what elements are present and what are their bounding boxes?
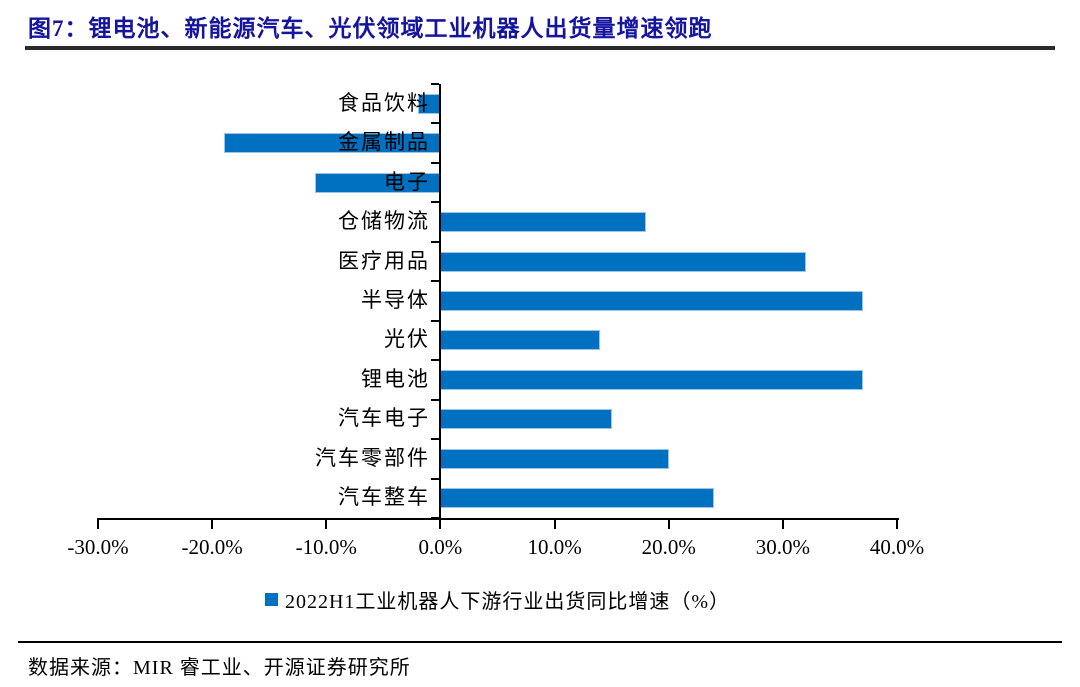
y-axis-line [439, 84, 442, 518]
category-label: 光伏 [384, 327, 430, 352]
y-axis-tick [431, 122, 440, 125]
x-axis-tick [553, 518, 556, 529]
x-axis-tick [97, 518, 99, 529]
bar-汽车电子 [440, 409, 612, 430]
x-tick-label: -20.0% [181, 535, 243, 559]
x-tick-label: -30.0% [67, 535, 129, 559]
y-axis-tick [431, 359, 440, 362]
y-axis-tick [431, 161, 440, 164]
x-tick-label: 10.0% [527, 535, 582, 559]
category-label: 汽车整车 [338, 485, 430, 510]
bar-半导体 [440, 291, 863, 311]
category-label: 金属制品 [338, 130, 430, 155]
y-axis-tick [431, 517, 440, 519]
x-axis-tick [211, 518, 214, 529]
x-tick-label: 30.0% [755, 535, 810, 559]
footer-divider [18, 641, 1062, 643]
bar-医疗用品 [440, 251, 806, 272]
bar-汽车零部件 [440, 448, 669, 469]
legend-swatch-icon [264, 593, 278, 606]
category-label: 锂电池 [361, 366, 430, 391]
x-axis-tick [667, 518, 670, 529]
x-axis-tick [325, 518, 328, 529]
category-label: 医疗用品 [338, 248, 430, 273]
x-axis-line [98, 518, 899, 520]
x-axis-tick [896, 518, 898, 529]
figure-title: 图7：锂电池、新能源汽车、光伏领域工业机器人出货量增速领跑 [28, 16, 713, 41]
category-label: 食品饮料 [338, 90, 430, 115]
y-axis-tick [431, 280, 440, 283]
category-label: 仓储物流 [338, 209, 430, 234]
x-axis-tick [439, 518, 442, 529]
legend-label: 2022H1工业机器人下游行业出货同比增速（%） [284, 591, 731, 613]
bar-光伏 [440, 330, 601, 351]
y-axis-tick [431, 201, 440, 204]
x-tick-label: -10.0% [295, 535, 357, 559]
category-label: 半导体 [361, 288, 430, 312]
y-axis-tick [431, 477, 440, 480]
title-divider [25, 46, 1055, 50]
y-axis-tick [431, 398, 440, 401]
y-axis-tick [431, 83, 440, 85]
y-axis-tick [431, 438, 440, 441]
chart-legend: 2022H1工业机器人下游行业出货同比增速（%） [98, 585, 897, 614]
bar-仓储物流 [440, 212, 646, 233]
source-note: 数据来源：MIR 睿工业、开源证券研究所 [28, 657, 411, 679]
x-axis-tick [781, 518, 784, 529]
x-tick-label: 40.0% [869, 535, 925, 559]
category-label: 电子 [384, 169, 430, 194]
category-label: 汽车零部件 [315, 445, 430, 470]
y-axis-tick [431, 240, 440, 243]
bar-锂电池 [440, 369, 863, 390]
y-axis-tick [431, 319, 440, 322]
bar-汽车整车 [440, 488, 715, 509]
category-label: 汽车电子 [338, 406, 430, 431]
x-tick-label: 20.0% [641, 535, 696, 559]
x-tick-label: 0.0% [418, 535, 463, 559]
